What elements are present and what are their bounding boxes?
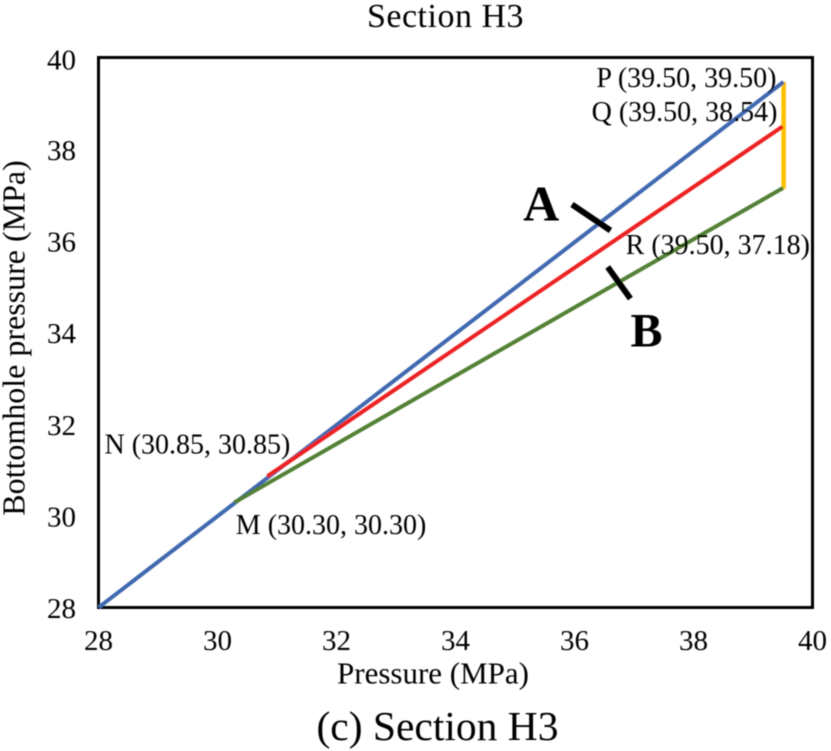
- svg-text:32: 32: [47, 410, 76, 442]
- svg-text:40: 40: [47, 45, 76, 77]
- svg-text:M (30.30, 30.30): M (30.30, 30.30): [236, 510, 427, 541]
- svg-text:38: 38: [47, 135, 76, 167]
- svg-text:Pressure (MPa): Pressure (MPa): [337, 655, 529, 690]
- svg-text:(c) Section H3: (c) Section H3: [316, 703, 558, 750]
- svg-text:P (39.50, 39.50): P (39.50, 39.50): [596, 63, 776, 94]
- svg-text:Section H3: Section H3: [367, 0, 524, 35]
- svg-text:40: 40: [798, 625, 827, 657]
- svg-text:R (39.50, 37.18): R (39.50, 37.18): [626, 230, 810, 261]
- svg-text:30: 30: [203, 625, 232, 657]
- svg-text:28: 28: [84, 625, 113, 657]
- svg-text:B: B: [630, 305, 662, 358]
- svg-text:N (30.85, 30.85): N (30.85, 30.85): [105, 429, 291, 460]
- svg-text:38: 38: [679, 625, 708, 657]
- svg-text:34: 34: [47, 318, 77, 350]
- svg-text:28: 28: [47, 593, 76, 625]
- svg-text:A: A: [523, 175, 559, 231]
- svg-text:36: 36: [560, 625, 589, 657]
- svg-text:Q (39.50, 38.54): Q (39.50, 38.54): [592, 97, 778, 128]
- svg-text:30: 30: [47, 501, 76, 533]
- svg-text:34: 34: [441, 625, 471, 657]
- svg-text:Bottomhole pressure (MPa): Bottomhole pressure (MPa): [0, 160, 32, 516]
- svg-text:32: 32: [322, 625, 351, 657]
- svg-text:36: 36: [47, 227, 76, 259]
